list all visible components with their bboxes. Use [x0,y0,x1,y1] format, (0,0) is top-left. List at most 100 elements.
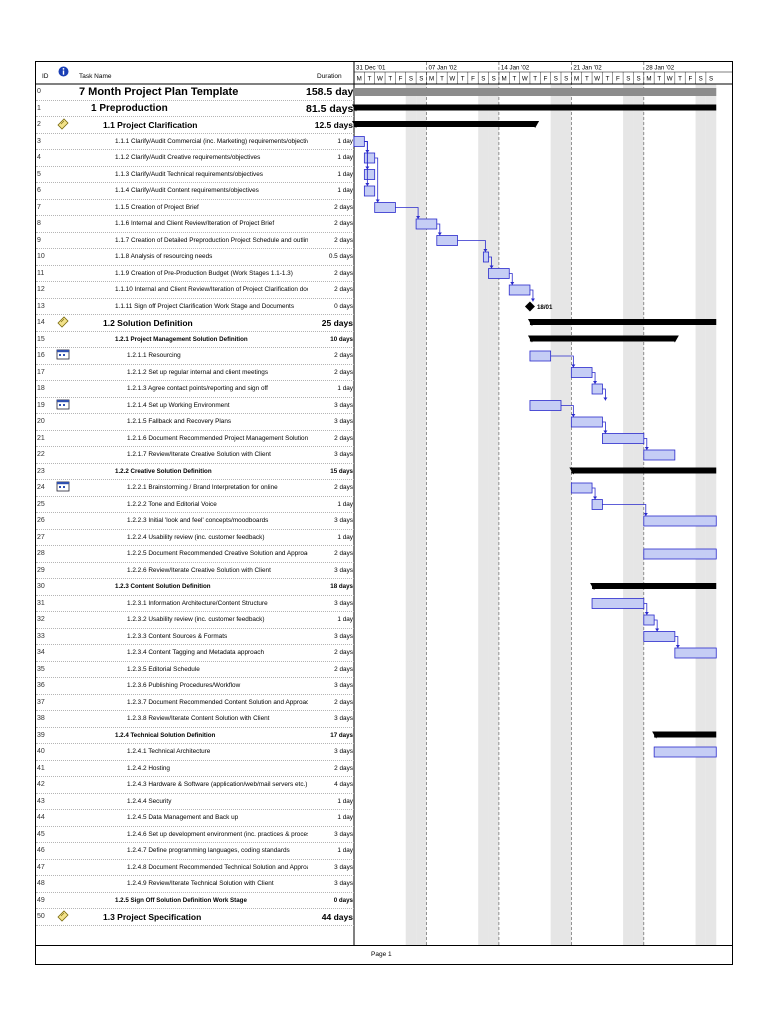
task-id: 43 [37,797,45,805]
task-row[interactable]: 11 1.1.9 Creation of Pre-Production Budge… [36,266,354,282]
task-duration: 1 day [337,500,353,508]
task-row[interactable]: 41 1.2.4.2 Hosting 2 days [36,761,354,777]
task-row[interactable]: 28 1.2.2.5 Document Recommended Creative … [36,546,354,563]
task-name: 1.2.3.8 Review/Iterate Content Solution … [127,715,270,722]
page-footer: Page 1 [36,945,732,964]
task-bar [674,647,717,659]
task-duration: 3 days [334,682,353,689]
task-row[interactable]: 13 1.1.11 Sign off Project Clarification … [36,299,354,315]
day-label: W [449,76,455,83]
task-id: 39 [37,731,45,739]
task-row[interactable]: 31 1.2.3.1 Information Architecture/Conte… [36,596,354,612]
task-row[interactable]: 22 1.2.1.7 Review/Iterate Creative Soluti… [36,447,354,464]
task-id: 45 [37,830,45,838]
task-row[interactable]: 9 1.1.7 Creation of Detailed Preproductio… [36,233,354,249]
calendar-icon[interactable] [56,480,76,496]
dependency-link [643,438,648,450]
task-row[interactable]: 24 1.2.2.1 Brainstorming / Brand Interpre… [36,480,354,497]
task-row[interactable]: 26 1.2.2.3 Initial 'look and feel' concep… [36,513,354,530]
task-id: 17 [37,368,45,376]
task-duration: 0 days [334,302,353,310]
task-id: 40 [37,748,45,755]
task-row[interactable]: 4 1.1.2 Clarify/Audit Creative requiremen… [36,150,354,167]
info-icon [58,66,69,79]
task-name: 1.1.9 Creation of Pre-Production Budget … [115,269,293,277]
task-name: 1.2.1.1 Resourcing [127,352,181,359]
task-row[interactable]: 12 1.1.10 Internal and Client Review/Iter… [36,282,354,299]
task-row[interactable]: 32 1.2.3.2 Usability review (inc. custome… [36,612,354,629]
task-row[interactable]: 37 1.2.3.7 Document Recommended Content S… [36,695,354,711]
task-id: 34 [37,649,45,656]
day-label: F [471,76,475,83]
task-row[interactable]: 6 1.1.4 Clarify/Audit Content requirement… [36,183,354,200]
task-row[interactable]: 20 1.2.1.5 Fallback and Recovery Plans 3 d… [36,414,354,431]
task-name: 1.2.4 Technical Solution Definition [115,731,216,739]
task-id: 25 [37,500,45,508]
dependency-arrow [489,265,494,269]
summary-bar [354,104,717,111]
task-row[interactable]: 46 1.2.4.7 Define programming languages, … [36,843,354,860]
task-row[interactable]: 33 1.2.3.3 Content Sources & Formats 3 day… [36,629,354,645]
task-row[interactable]: 18 1.2.1.3 Agree contact points/reporting… [36,381,354,398]
summary-end-cap [670,335,679,343]
calendar-icon[interactable] [56,348,76,364]
task-row[interactable]: 38 1.2.3.8 Review/Iterate Content Solutio… [36,711,354,728]
calendar-icon[interactable] [56,398,76,414]
task-row[interactable]: 23 1.2.2 Creative Solution Definition 15 d… [36,464,354,480]
task-row[interactable]: 0 7 Month Project Plan Template 158.5 days [36,84,354,101]
task-row[interactable]: 45 1.2.4.6 Set up development environment… [36,827,354,843]
weekend-shade [478,84,489,945]
task-row[interactable]: 50 1.3 Project Specification 44 days [36,909,354,926]
task-duration: 1 day [337,385,353,392]
task-row[interactable]: 40 1.2.4.1 Technical Architecture 3 days [36,744,354,761]
task-name: 1.2.4.2 Hosting [127,764,170,772]
task-row[interactable]: 48 1.2.4.9 Review/Iterate Technical Solut… [36,876,354,893]
task-name: 1.2.2.1 Brainstorming / Brand Interpreta… [127,484,278,491]
task-name: 1.2.3.3 Content Sources & Formats [127,632,228,640]
task-row[interactable]: 25 1.2.2.2 Tone and Editorial Voice 1 day [36,497,354,513]
task-name: 1.2.5 Sign Off Solution Definition Work … [115,896,247,904]
note-icon[interactable] [56,117,76,133]
task-row[interactable]: 15 1.2.1 Project Management Solution Defi… [36,332,354,348]
task-row[interactable]: 34 1.2.3.4 Content Tagging and Metadata a… [36,645,354,662]
day-label: T [461,76,465,83]
task-duration: 18 days [330,583,353,590]
task-row[interactable]: 35 1.2.3.5 Editorial Schedule 2 days [36,662,354,678]
task-bar [363,185,376,197]
task-row[interactable]: 5 1.1.3 Clarify/Audit Technical requireme… [36,167,354,183]
task-name: 1.2.3.1 Information Architecture/Content… [127,599,268,607]
note-icon[interactable] [56,909,76,925]
task-id: 24 [37,484,45,491]
task-row[interactable]: 8 1.1.6 Internal and Client Review/Iterat… [36,216,354,233]
dependency-arrow [593,381,598,384]
weekend-shade [488,84,499,945]
task-row[interactable]: 47 1.2.4.8 Document Recommended Technical… [36,860,354,876]
dependency-arrow [593,496,598,500]
task-id: 41 [37,764,45,772]
task-row[interactable]: 14 1.2 Solution Definition 25 days [36,315,354,332]
task-duration: 2 days [334,203,353,211]
task-row[interactable]: 17 1.2.1.2 Set up regular internal and cl… [36,365,354,381]
task-row[interactable]: 10 1.1.8 Analysis of resourcing needs 0.5 … [36,249,354,266]
task-row[interactable]: 2 1.1 Project Clarification 12.5 days [36,117,354,134]
task-row[interactable]: 30 1.2.3 Content Solution Definition 18 da… [36,579,354,596]
task-duration: 2 days [334,434,353,442]
task-row[interactable]: 27 1.2.2.4 Usability review (inc. custome… [36,530,354,546]
task-row[interactable]: 43 1.2.4.4 Security 1 day [36,794,354,810]
task-row[interactable]: 1 1 Preproduction 81.5 days [36,101,354,117]
note-icon[interactable] [56,315,76,331]
task-row[interactable]: 3 1.1.1 Clarify/Audit Commercial (inc. Ma… [36,134,354,150]
task-name: 1.2.4.7 Define programming languages, co… [127,847,290,854]
task-row[interactable]: 44 1.2.4.5 Data Management and Back up 1 d… [36,810,354,827]
task-row[interactable]: 19 1.2.1.4 Set up Working Environment 3 da… [36,398,354,414]
task-row[interactable]: 36 1.2.3.6 Publishing Procedures/Workflow… [36,678,354,695]
task-row[interactable]: 21 1.2.1.6 Document Recommended Project M… [36,431,354,447]
task-row[interactable]: 49 1.2.5 Sign Off Solution Definition Wor… [36,893,354,909]
task-row[interactable]: 29 1.2.2.6 Review/Iterate Creative Soluti… [36,563,354,579]
task-duration: 15 days [330,467,353,475]
task-row[interactable]: 7 1.1.5 Creation of Project Brief 2 days [36,200,354,216]
task-row[interactable]: 39 1.2.4 Technical Solution Definition 17 … [36,728,354,744]
task-row[interactable]: 16 1.2.1.1 Resourcing 2 days [36,348,354,365]
task-row[interactable]: 42 1.2.4.3 Hardware & Software (applicati… [36,777,354,794]
task-duration: 0 days [333,896,353,904]
